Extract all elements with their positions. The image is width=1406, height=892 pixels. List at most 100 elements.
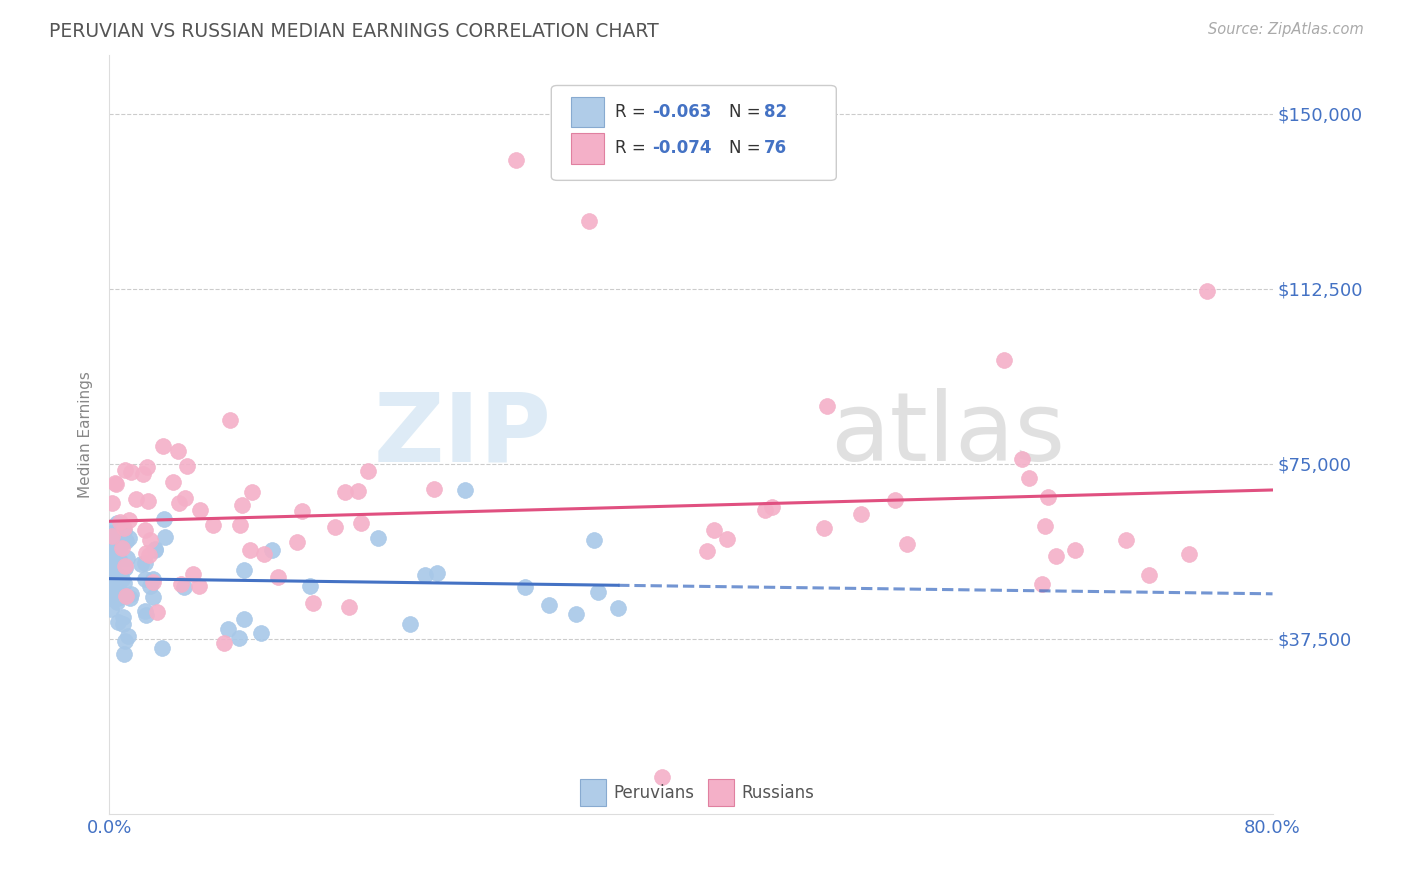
Point [114, 559, 136, 574]
Point [702, 523, 724, 537]
Point [138, 579, 160, 593]
Point [100, 579, 122, 593]
Point [125, 492, 148, 507]
Bar [571, 97, 603, 128]
Point [101, 588, 124, 602]
Point [606, 600, 628, 615]
Point [696, 544, 718, 558]
Point [883, 493, 905, 508]
Point [100, 544, 122, 558]
Point [101, 562, 124, 576]
Text: -0.063: -0.063 [652, 103, 711, 121]
Text: Russians: Russians [741, 784, 814, 802]
Point [117, 629, 139, 643]
Point [1011, 452, 1033, 467]
Point [107, 615, 129, 629]
Text: ZIP: ZIP [374, 388, 551, 481]
Point [100, 591, 122, 605]
Point [105, 530, 128, 544]
Point [1036, 490, 1059, 504]
Point [101, 571, 124, 585]
Point [114, 521, 136, 535]
Point [454, 483, 477, 498]
Point [110, 572, 132, 586]
Text: N =: N = [730, 103, 766, 121]
Point [105, 529, 128, 543]
Point [413, 567, 436, 582]
Point [1178, 547, 1201, 561]
Point [537, 599, 560, 613]
Bar [571, 133, 603, 163]
Text: R =: R = [616, 139, 651, 158]
Point [100, 525, 122, 540]
Text: PERUVIAN VS RUSSIAN MEDIAN EARNINGS CORRELATION CHART: PERUVIAN VS RUSSIAN MEDIAN EARNINGS CORR… [49, 22, 659, 41]
Text: Source: ZipAtlas.com: Source: ZipAtlas.com [1208, 22, 1364, 37]
Point [120, 465, 142, 479]
Point [100, 574, 122, 589]
Point [239, 543, 262, 558]
Point [1197, 284, 1219, 298]
Point [422, 482, 444, 496]
Point [582, 533, 605, 548]
Text: 76: 76 [765, 139, 787, 158]
Point [100, 546, 122, 560]
Point [138, 533, 160, 547]
Point [233, 563, 256, 577]
Point [333, 485, 356, 500]
Point [291, 504, 314, 518]
Point [112, 524, 135, 538]
Point [101, 528, 124, 542]
Point [103, 547, 125, 561]
Point [100, 588, 122, 602]
Point [134, 604, 156, 618]
Point [110, 515, 132, 529]
Point [136, 494, 159, 508]
Point [103, 585, 125, 599]
Point [104, 538, 127, 552]
Point [138, 548, 160, 562]
Point [298, 579, 321, 593]
Point [104, 477, 127, 491]
Point [141, 591, 163, 605]
Point [367, 532, 389, 546]
Point [111, 541, 134, 556]
Point [170, 577, 193, 591]
Point [250, 625, 273, 640]
Point [112, 575, 135, 590]
Text: N =: N = [730, 139, 766, 158]
Point [1031, 576, 1053, 591]
Point [252, 547, 274, 561]
Point [337, 600, 360, 615]
Point [142, 573, 165, 587]
Bar [581, 779, 606, 806]
Point [100, 602, 122, 616]
Point [112, 617, 135, 632]
Point [1137, 568, 1160, 582]
Point [101, 495, 124, 509]
Point [214, 636, 236, 650]
Point [100, 550, 122, 565]
Point [108, 551, 131, 566]
Point [813, 521, 835, 535]
Point [586, 584, 609, 599]
Point [346, 483, 368, 498]
Point [167, 444, 190, 458]
Point [155, 530, 177, 544]
Point [104, 576, 127, 591]
Point [162, 475, 184, 489]
Point [135, 546, 157, 560]
Point [233, 612, 256, 626]
Point [219, 413, 242, 427]
Point [107, 574, 129, 589]
Point [114, 463, 136, 477]
Point [426, 566, 449, 581]
Point [201, 517, 224, 532]
Text: 82: 82 [765, 103, 787, 121]
Point [896, 537, 918, 551]
Point [150, 641, 173, 656]
Point [103, 541, 125, 555]
Point [505, 153, 527, 168]
Point [103, 582, 125, 597]
Point [112, 647, 135, 661]
Point [105, 516, 128, 531]
